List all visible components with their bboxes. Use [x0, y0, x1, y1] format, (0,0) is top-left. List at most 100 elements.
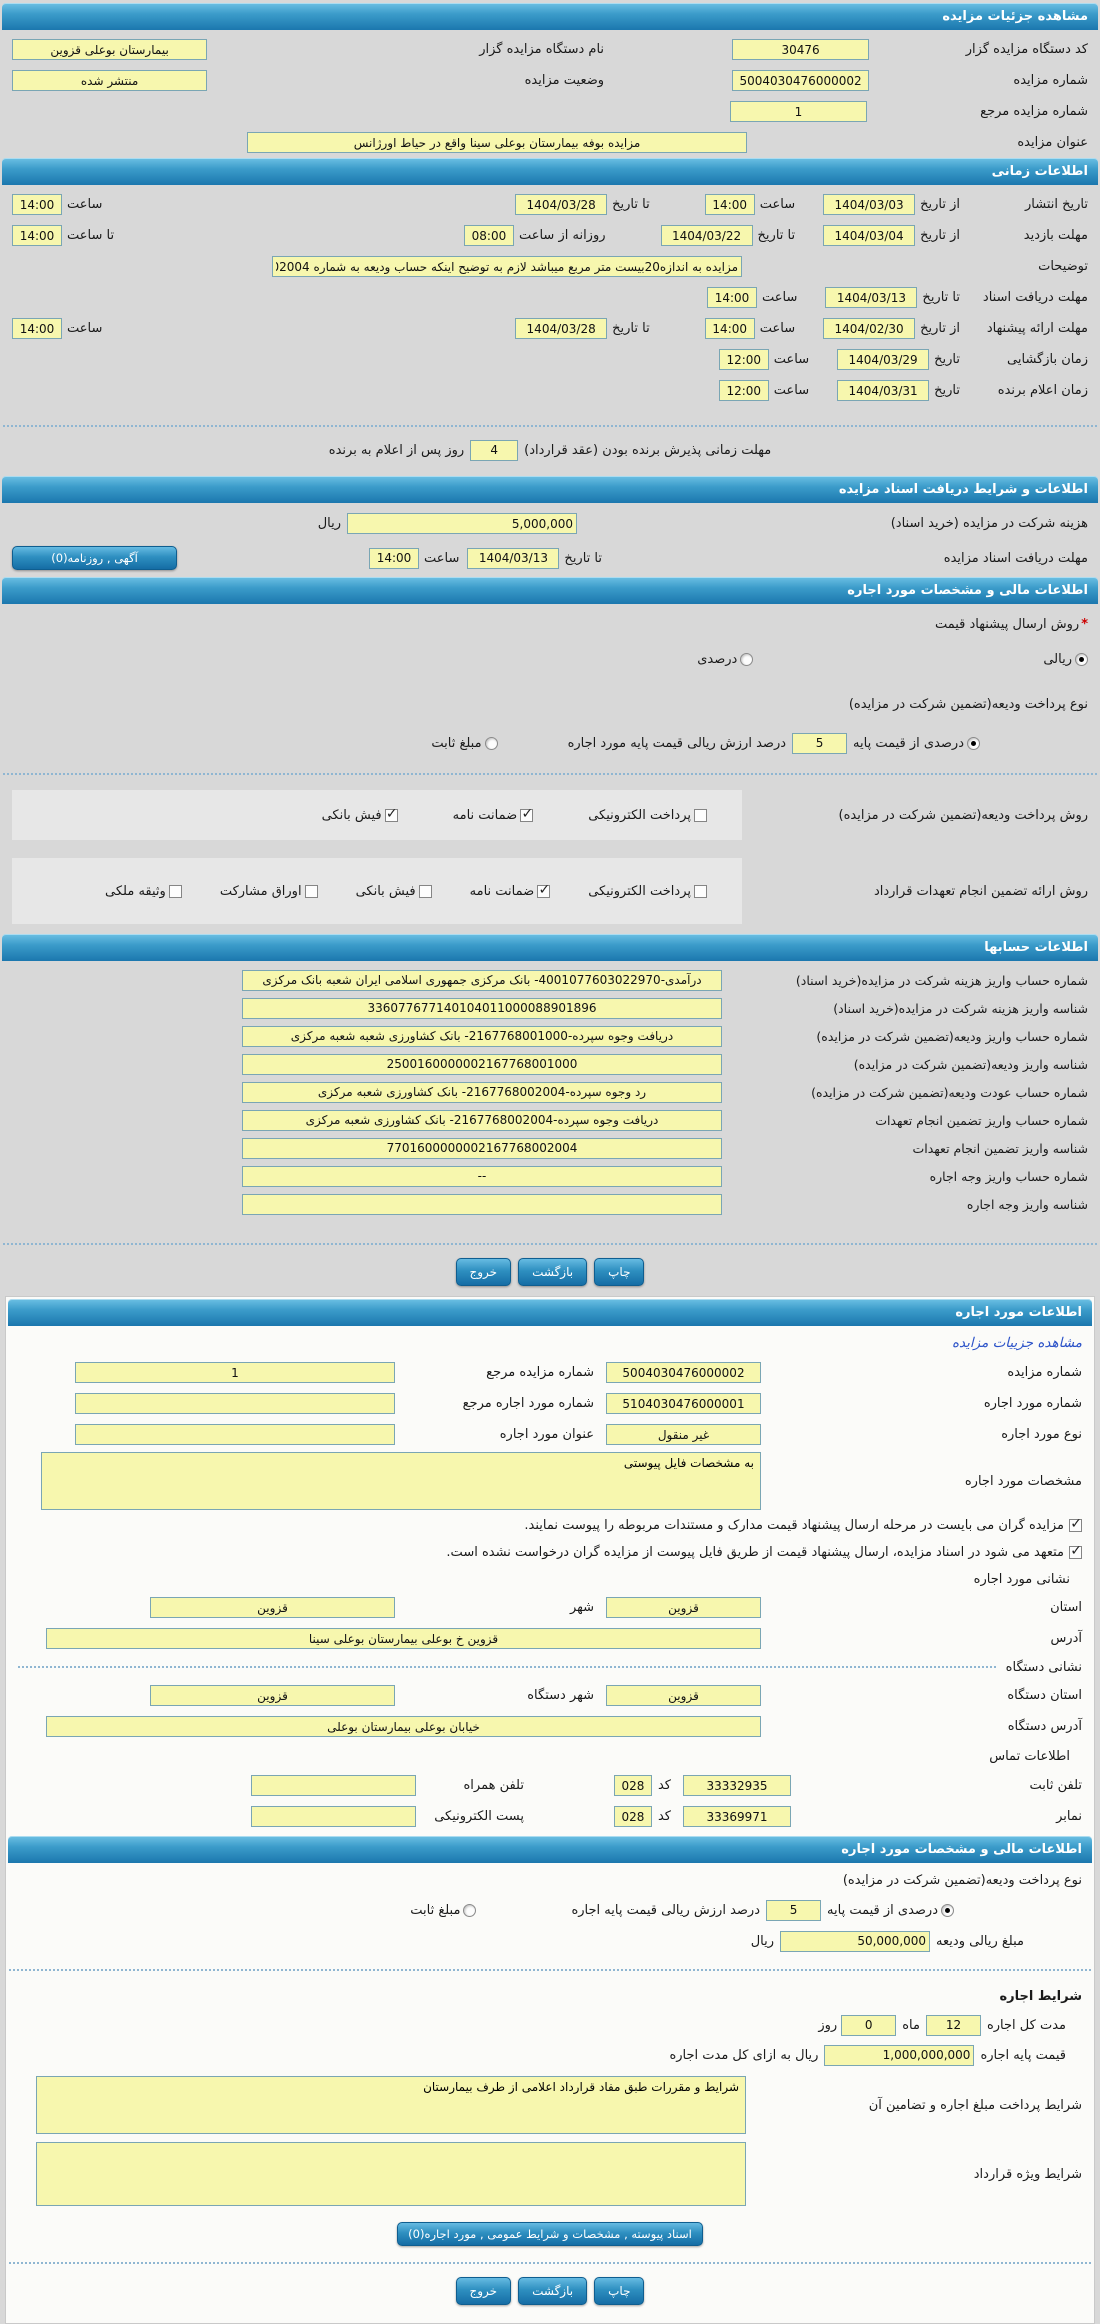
auction-status-input[interactable] [11, 70, 208, 91]
accounts-section: شماره حساب واریز هزینه شرکت در مزایده(خر… [0, 961, 1100, 1218]
auction-no-input[interactable] [606, 1362, 761, 1383]
guarantee-letter-checkbox[interactable] [537, 882, 550, 898]
fixed-amount-radio[interactable] [463, 1903, 477, 1917]
item-ref-label: شماره مورد اجاره مرجع [462, 1396, 594, 1411]
bank-slip-checkbox[interactable] [418, 884, 432, 898]
auction-ref-input[interactable] [730, 101, 867, 122]
row-details-link: مشاهده جزییات مزایده [6, 1326, 1094, 1357]
payment-terms-textarea[interactable]: شرایط و مقررات طبق مفاد قرارداد اعلامی ا… [36, 2076, 746, 2134]
item-type-input[interactable] [606, 1424, 761, 1445]
spacer [0, 842, 1100, 856]
phone-area-code-input[interactable] [613, 1775, 652, 1796]
base-percent-radio[interactable] [967, 736, 980, 750]
account-input[interactable] [242, 1053, 722, 1075]
account-input[interactable] [242, 997, 722, 1019]
electronic-payment-checkbox[interactable] [694, 884, 707, 898]
visit-to-time-input[interactable] [12, 225, 62, 246]
mobile-input[interactable] [250, 1775, 416, 1796]
publish-to-date-input[interactable] [515, 194, 608, 215]
account-input[interactable] [242, 1165, 722, 1187]
rent-terms-header: شرایط اجاره [999, 1988, 1082, 2004]
docs-deadline-date-input[interactable] [825, 287, 918, 308]
org-city-input[interactable] [150, 1685, 395, 1706]
base-percent-radio[interactable] [941, 1903, 954, 1917]
docs-receipt-time-input[interactable] [369, 547, 420, 569]
winner-time-input[interactable] [718, 380, 769, 401]
publish-to-time-input[interactable] [12, 194, 62, 215]
auction-ref-input[interactable] [75, 1362, 395, 1383]
account-input[interactable] [242, 1109, 722, 1131]
winner-date-input[interactable] [837, 380, 930, 401]
item-no-input[interactable] [606, 1393, 761, 1414]
rent-months-input[interactable] [925, 2014, 981, 2036]
account-input[interactable] [242, 969, 722, 991]
accept-deadline-input[interactable] [470, 439, 519, 461]
offer-to-time-input[interactable] [12, 318, 62, 339]
participation-bonds-checkbox[interactable] [304, 884, 318, 898]
base-percent-input[interactable] [766, 1899, 822, 1921]
bank-slip-label: فیش بانکی [355, 883, 416, 899]
property-collateral-checkbox[interactable] [168, 884, 182, 898]
auction-number-input[interactable] [732, 70, 870, 91]
offer-from-date-input[interactable] [823, 318, 916, 339]
auctioneer-code-input[interactable] [732, 39, 870, 60]
account-label: شناسه واریز وجه اجاره [966, 1196, 1088, 1212]
back-button[interactable]: بازگشت [518, 1258, 588, 1286]
org-province-input[interactable] [606, 1685, 761, 1706]
special-terms-textarea[interactable] [36, 2142, 746, 2206]
exit-button[interactable]: خروج [455, 2277, 512, 2305]
view-auction-details-link[interactable]: مشاهده جزییات مزایده [951, 1335, 1082, 1351]
row-contact-header: اطلاعات تماس [6, 1742, 1094, 1770]
base-price-input[interactable] [824, 2044, 975, 2066]
fixed-amount-radio[interactable] [484, 736, 498, 750]
auctioneer-name-input[interactable] [11, 39, 208, 60]
attachments-button[interactable]: اسناد پیوسته , مشخصات و شرایط عمومی , مو… [397, 2221, 703, 2246]
item-ref-input[interactable] [75, 1393, 395, 1414]
account-input[interactable] [242, 1193, 722, 1215]
newspaper-ads-button[interactable]: آگهی , روزنامه(0) [12, 546, 177, 570]
row-special-terms: شرایط ویژه قرارداد [6, 2136, 1094, 2208]
print-button[interactable]: چاپ [594, 2277, 645, 2305]
no-file-request-checkbox[interactable] [1069, 1543, 1082, 1559]
visit-to-date-input[interactable] [660, 225, 753, 246]
electronic-payment-checkbox[interactable] [694, 808, 707, 822]
base-percent-input[interactable] [792, 732, 848, 754]
offer-from-time-input[interactable] [704, 318, 755, 339]
province-input[interactable] [606, 1597, 761, 1618]
description-input[interactable] [272, 256, 742, 277]
visit-from-date-input[interactable] [823, 225, 916, 246]
participation-fee-input[interactable] [347, 513, 577, 534]
phone-input[interactable] [683, 1775, 791, 1796]
address-input[interactable] [46, 1628, 761, 1649]
item-specs-textarea[interactable]: به مشخصات فایل پیوستی [41, 1452, 761, 1510]
item-title-input[interactable] [75, 1424, 395, 1445]
docs-deadline-time-input[interactable] [707, 287, 758, 308]
exit-button[interactable]: خروج [455, 1258, 512, 1286]
offer-to-date-input[interactable] [515, 318, 608, 339]
percent-radio[interactable] [740, 652, 754, 666]
publish-from-time-input[interactable] [704, 194, 755, 215]
account-input[interactable] [242, 1025, 722, 1047]
print-button[interactable]: چاپ [594, 1258, 645, 1286]
account-input[interactable] [242, 1081, 722, 1103]
org-address-input[interactable] [46, 1716, 761, 1737]
bank-slip-checkbox[interactable] [384, 806, 398, 822]
deposit-amount-input[interactable] [780, 1930, 931, 1952]
attach-docs-checkbox[interactable] [1069, 1516, 1082, 1532]
opening-date-input[interactable] [837, 349, 930, 370]
auction-title-input[interactable] [247, 132, 747, 153]
email-input[interactable] [250, 1806, 416, 1827]
back-button[interactable]: بازگشت [518, 2277, 588, 2305]
guarantee-letter-checkbox[interactable] [520, 806, 533, 822]
docs-receipt-date-input[interactable] [467, 547, 560, 569]
rent-days-input[interactable] [841, 2014, 897, 2036]
account-input[interactable] [242, 1137, 722, 1159]
rial-radio[interactable] [1075, 652, 1088, 666]
fax-area-code-input[interactable] [613, 1806, 652, 1827]
fax-input[interactable] [683, 1806, 791, 1827]
section-header-doc-terms: اطلاعات و شرایط دریافت اسناد مزایده [2, 476, 1098, 503]
opening-time-input[interactable] [718, 349, 769, 370]
city-input[interactable] [150, 1597, 395, 1618]
publish-from-date-input[interactable] [823, 194, 916, 215]
visit-daily-time-input[interactable] [463, 225, 514, 246]
